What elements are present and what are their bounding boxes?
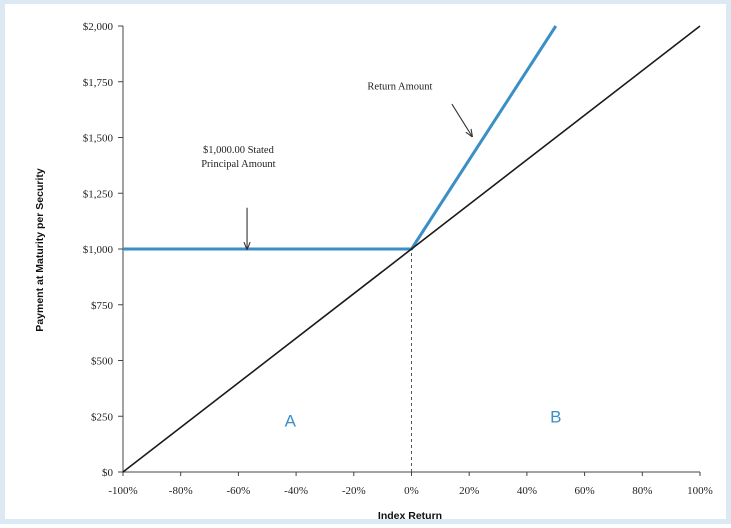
x-tick-label: 100% [687, 485, 713, 497]
y-tick-label: $250 [91, 411, 114, 423]
annotation-text: Principal Amount [201, 159, 275, 170]
payoff-line [123, 25, 558, 251]
x-tick-label: -20% [342, 485, 366, 497]
annotation-text: $1,000.00 Stated [203, 145, 275, 156]
y-tick-label: $750 [91, 300, 114, 312]
y-tick-label: $1,500 [83, 133, 114, 145]
x-tick-label: -40% [284, 485, 308, 497]
y-axis-title: Payment at Maturity per Security [34, 168, 46, 332]
x-tick-label: 40% [517, 485, 537, 497]
x-tick-label: 60% [575, 485, 595, 497]
y-tick-label: $1,750 [83, 77, 114, 89]
x-tick-label: -60% [226, 485, 250, 497]
x-tick-label: 80% [632, 485, 652, 497]
payment-at-maturity-chart: $0 $250 $500 $750 $1,000 $1,250 $1,500 $1,750 $2… [34, 21, 713, 522]
x-tick-label: -100% [108, 485, 137, 497]
annotation-arrow [451, 103, 472, 136]
region-label-b: B [550, 407, 561, 426]
y-tick-label: $0 [102, 467, 114, 479]
y-tick-label: $500 [91, 356, 114, 368]
y-tick-label: $2,000 [83, 21, 114, 33]
axis-titles: Index Return Payment at Maturity per Sec… [34, 168, 442, 522]
region-label-a: A [285, 412, 297, 431]
x-axis-title: Index Return [378, 510, 442, 522]
tick-labels: $0 $250 $500 $750 $1,000 $1,250 $1,500 $1,750 $2… [83, 21, 713, 497]
annotation-text: Return Amount [367, 82, 432, 93]
x-tick-label: 20% [459, 485, 479, 497]
y-tick-label: $1,000 [83, 244, 114, 256]
x-tick-label: 0% [404, 485, 419, 497]
annotations: $1,000.00 Stated Principal Amount Return A… [201, 82, 472, 249]
y-tick-label: $1,250 [83, 188, 114, 200]
x-tick-label: -80% [169, 485, 193, 497]
reference-line [122, 25, 701, 473]
series-lines [122, 25, 701, 473]
